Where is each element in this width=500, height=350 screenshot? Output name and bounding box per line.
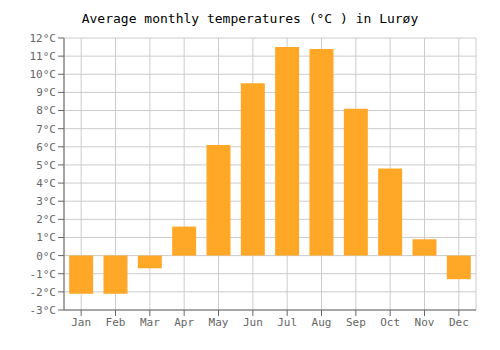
svg-text:11°C: 11°C (30, 50, 57, 63)
svg-text:Sep: Sep (346, 316, 366, 329)
svg-text:3°C: 3°C (36, 195, 56, 208)
svg-text:-2°C: -2°C (30, 286, 57, 299)
svg-text:Oct: Oct (380, 316, 400, 329)
html-text:Average monthly temperatures (: Average monthly temperatures (°C ) in Lu… (81, 11, 419, 26)
svg-text:May: May (209, 316, 229, 329)
svg-text:Mar: Mar (140, 316, 160, 329)
svg-text:Dec: Dec (449, 316, 469, 329)
svg-text:Jul: Jul (277, 316, 297, 329)
svg-text:-3°C: -3°C (30, 304, 57, 317)
svg-text:-1°C: -1°C (30, 268, 57, 281)
svg-text:Jan: Jan (71, 316, 91, 329)
svg-text:1°C: 1°C (36, 231, 56, 244)
svg-text:8°C: 8°C (36, 104, 56, 117)
svg-text:Apr: Apr (174, 316, 194, 329)
svg-text:9°C: 9°C (36, 86, 56, 99)
svg-text:Nov: Nov (415, 316, 435, 329)
svg-text:Feb: Feb (106, 316, 126, 329)
svg-text:7°C: 7°C (36, 123, 56, 136)
svg-text:4°C: 4°C (36, 177, 56, 190)
svg-text:2°C: 2°C (36, 213, 56, 226)
svg-text:Aug: Aug (312, 316, 332, 329)
svg-text:12°C: 12°C (30, 32, 57, 45)
svg-text:10°C: 10°C (30, 68, 57, 81)
svg-text:5°C: 5°C (36, 159, 56, 172)
svg-text:Jun: Jun (243, 316, 263, 329)
svg-text:0°C: 0°C (36, 250, 56, 263)
svg-text:6°C: 6°C (36, 141, 56, 154)
